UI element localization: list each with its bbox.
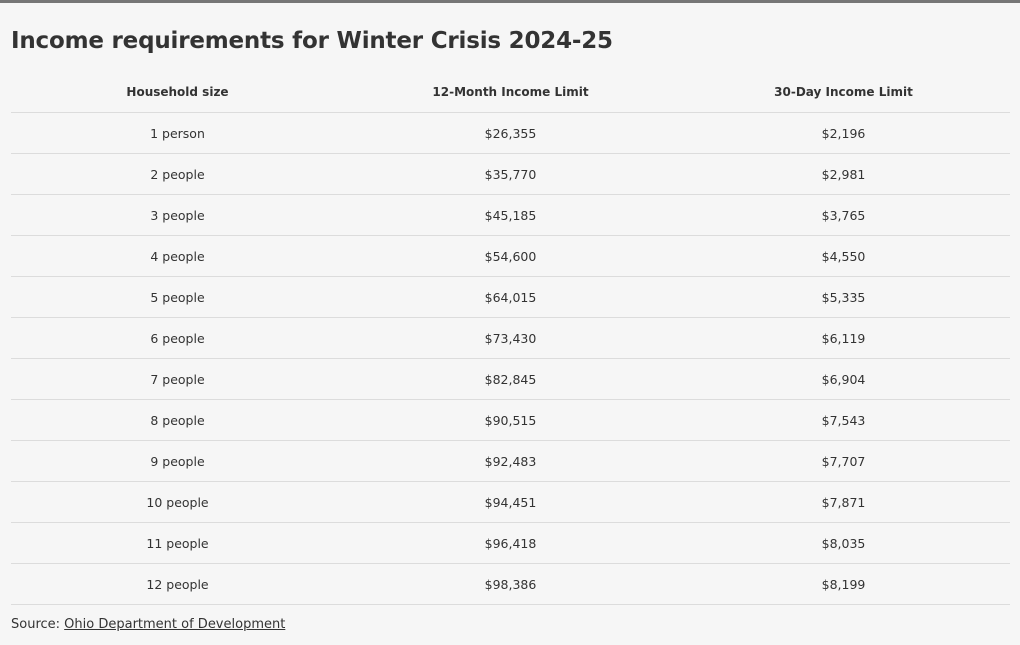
column-header: 12-Month Income Limit [344,72,677,113]
source-link[interactable]: Ohio Department of Development [64,617,286,632]
source-note: Source: Ohio Department of Development [11,617,285,632]
table-cell: $98,386 [344,563,677,605]
table-cell: $4,550 [677,235,1010,277]
table-cell: $96,418 [344,522,677,564]
table-row: 2 people $35,770 $2,981 [11,153,1010,195]
table-cell: 5 people [11,276,344,318]
table-row: 12 people $98,386 $8,199 [11,563,1010,605]
table-row: 1 person $26,355 $2,196 [11,112,1010,154]
table-cell: $2,196 [677,112,1010,154]
column-header: Household size [11,72,344,113]
table-cell: $8,199 [677,563,1010,605]
table-cell: $7,871 [677,481,1010,523]
table-body: 1 person $26,355 $2,196 2 people $35,770 $2,9… [11,112,1010,605]
table-cell: 2 people [11,153,344,195]
table-row: 11 people $96,418 $8,035 [11,522,1010,564]
table-cell: $64,015 [344,276,677,318]
table-cell: $2,981 [677,153,1010,195]
table-cell: 11 people [11,522,344,564]
table-cell: 10 people [11,481,344,523]
table-cell: $3,765 [677,194,1010,236]
table-row: 8 people $90,515 $7,543 [11,399,1010,441]
table-cell: $73,430 [344,317,677,359]
table-title: Income requirements for Winter Crisis 20… [11,28,613,54]
table-row: 10 people $94,451 $7,871 [11,481,1010,523]
table-cell: $26,355 [344,112,677,154]
table-row: 6 people $73,430 $6,119 [11,317,1010,359]
table-cell: $35,770 [344,153,677,195]
table-cell: $7,543 [677,399,1010,441]
income-table-container: Household size 12-Month Income Limit 30-Da… [11,72,1010,605]
table-cell: $45,185 [344,194,677,236]
table-row: 9 people $92,483 $7,707 [11,440,1010,482]
table-row: 3 people $45,185 $3,765 [11,194,1010,236]
table-cell: 9 people [11,440,344,482]
table-cell: 1 person [11,112,344,154]
table-header-row: Household size 12-Month Income Limit 30-Da… [11,72,1010,113]
table-cell: $8,035 [677,522,1010,564]
table-cell: $54,600 [344,235,677,277]
table-row: 5 people $64,015 $5,335 [11,276,1010,318]
table-cell: $5,335 [677,276,1010,318]
table-cell: 6 people [11,317,344,359]
column-header: 30-Day Income Limit [677,72,1010,113]
table-cell: 7 people [11,358,344,400]
table-row: 4 people $54,600 $4,550 [11,235,1010,277]
income-table: Household size 12-Month Income Limit 30-Da… [11,72,1010,605]
table-cell: $94,451 [344,481,677,523]
table-cell: 4 people [11,235,344,277]
table-cell: 12 people [11,563,344,605]
table-cell: $6,119 [677,317,1010,359]
source-label: Source: [11,617,65,632]
table-cell: $90,515 [344,399,677,441]
top-rule [0,0,1020,3]
table-row: 7 people $82,845 $6,904 [11,358,1010,400]
table-cell: $6,904 [677,358,1010,400]
table-cell: $82,845 [344,358,677,400]
table-cell: $92,483 [344,440,677,482]
table-cell: 3 people [11,194,344,236]
table-cell: $7,707 [677,440,1010,482]
table-cell: 8 people [11,399,344,441]
